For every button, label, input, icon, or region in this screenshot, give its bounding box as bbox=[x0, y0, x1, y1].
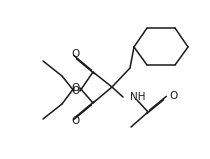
Text: O: O bbox=[71, 49, 79, 59]
Text: O: O bbox=[169, 91, 177, 101]
Text: O: O bbox=[71, 116, 79, 126]
Text: O: O bbox=[71, 83, 79, 93]
Text: NH: NH bbox=[130, 92, 146, 102]
Text: O: O bbox=[71, 86, 79, 96]
